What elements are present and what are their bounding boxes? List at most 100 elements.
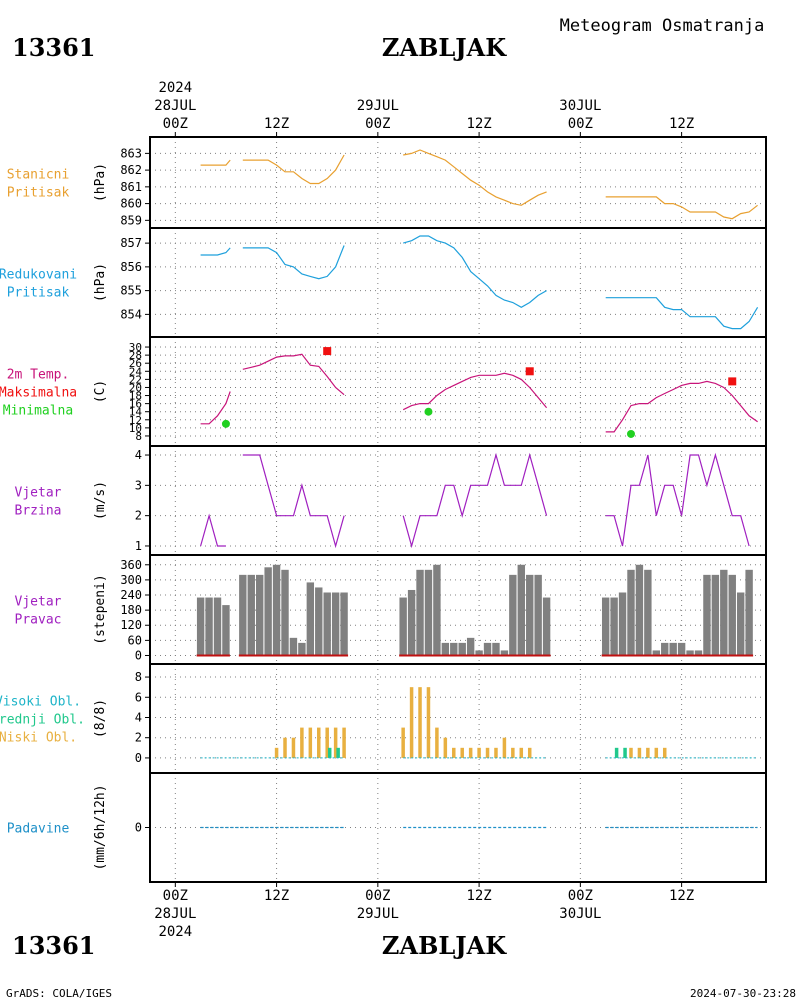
y-tick-label: 12 xyxy=(129,414,142,427)
y-tick-label: 8 xyxy=(135,430,142,443)
panel-label-line: Pravac xyxy=(15,613,62,628)
wind-direction-bar xyxy=(323,592,331,656)
low-cloud-bar xyxy=(418,687,422,758)
low-cloud-bar xyxy=(291,737,296,758)
low-cloud-bar xyxy=(646,747,650,758)
panels: 859860861862863(hPa)StanicniPritisak8548… xyxy=(0,136,767,883)
y-tick-label: 60 xyxy=(128,633,142,647)
y-tick-label: 30 xyxy=(129,341,142,354)
series-line xyxy=(402,372,548,411)
low-cloud-bar xyxy=(654,747,659,758)
wind-direction-bar xyxy=(205,597,213,656)
wind-direction-bar xyxy=(745,569,753,656)
min-temp-marker xyxy=(424,407,433,416)
series-line xyxy=(242,245,345,280)
wind-direction-bar xyxy=(272,564,281,656)
low-cloud-bar xyxy=(477,747,481,758)
low-cloud-bar xyxy=(274,747,279,758)
wind-direction-bar xyxy=(247,574,255,656)
top-day-label: 30JUL xyxy=(559,98,601,114)
series-line xyxy=(200,159,231,166)
y-tick-label: 2 xyxy=(135,509,142,523)
low-cloud-bar xyxy=(409,687,414,758)
top-hour-label: 12Z xyxy=(466,116,491,132)
wind-direction-bar xyxy=(264,567,272,656)
low-cloud-bar xyxy=(460,747,464,758)
y-tick-label: 3 xyxy=(135,478,142,492)
wind-direction-bar xyxy=(340,592,348,656)
low-cloud-bar xyxy=(502,737,507,758)
wind-direction-bar xyxy=(416,569,424,656)
wind-direction-bar xyxy=(298,642,306,656)
wind-direction-bar xyxy=(433,564,441,656)
low-cloud-bar xyxy=(401,727,405,758)
bottom-year-label: 2024 xyxy=(158,924,192,940)
low-cloud-bar xyxy=(308,727,313,758)
y-axis-label: (hPa) xyxy=(93,263,108,302)
low-cloud-bar xyxy=(494,747,498,758)
y-tick-label: 861 xyxy=(120,180,142,194)
y-tick-label: 862 xyxy=(120,163,142,177)
y-axis-label: (8/8) xyxy=(93,699,108,738)
series-line xyxy=(605,196,758,220)
wind-direction-bar xyxy=(703,574,711,656)
wind-direction-bar xyxy=(669,642,677,656)
wind-direction-bar xyxy=(686,650,694,656)
wind-direction-bar xyxy=(255,574,264,656)
wind-direction-bar xyxy=(661,642,669,656)
low-cloud-bar xyxy=(468,747,473,758)
y-tick-label: 10 xyxy=(129,422,142,435)
bottom-hour-label: 12Z xyxy=(669,888,694,904)
panel-frame xyxy=(149,772,767,883)
panel-label-line: Maksimalna xyxy=(0,386,77,401)
wind-direction-bar xyxy=(196,597,205,656)
y-tick-label: 855 xyxy=(120,284,142,298)
y-tick-label: 26 xyxy=(129,357,142,370)
top-hour-label: 00Z xyxy=(568,116,593,132)
panel-station-pressure: 859 860 861 862 863 (hPa) Stanicni Pritisak xyxy=(7,136,767,229)
series-line xyxy=(200,513,226,547)
y-tick-label: 1 xyxy=(135,539,142,553)
low-cloud-bar xyxy=(443,737,448,758)
y-tick-label: 4 xyxy=(135,710,142,724)
y-axis-label: (hPa) xyxy=(93,163,108,202)
y-tick-label: 2 xyxy=(135,731,142,745)
series-line xyxy=(605,452,750,547)
wind-direction-bar xyxy=(694,650,703,656)
y-axis-label: (stepeni) xyxy=(93,574,108,644)
mid-cloud-bar xyxy=(336,747,340,758)
panel-label-line: Srednji Obl. xyxy=(0,713,85,728)
wind-direction-bar xyxy=(635,564,644,656)
y-tick-label: 4 xyxy=(135,448,142,462)
mid-cloud-bar xyxy=(327,747,332,758)
bottom-hour-label: 00Z xyxy=(163,888,188,904)
low-cloud-bar xyxy=(662,747,667,758)
station-name-bottom: ZABLJAK xyxy=(382,931,507,960)
wind-direction-bar xyxy=(534,574,542,656)
product-title: Meteogram Osmatranja xyxy=(560,16,765,36)
wind-direction-bar xyxy=(306,582,315,656)
panel-frame xyxy=(149,227,767,338)
y-tick-label: 0 xyxy=(135,821,142,835)
min-temp-marker xyxy=(221,419,230,428)
bottom-day-label: 29JUL xyxy=(357,906,399,922)
y-axis-label: (C) xyxy=(93,380,108,403)
max-temp-marker xyxy=(728,377,737,386)
wind-direction-bar xyxy=(618,592,627,656)
low-cloud-bar xyxy=(426,687,431,758)
y-tick-label: 28 xyxy=(129,349,142,362)
y-tick-label: 22 xyxy=(129,373,142,386)
wind-direction-bar xyxy=(711,574,720,656)
panel-label-line: Vjetar xyxy=(15,486,62,501)
wind-direction-bar xyxy=(728,574,736,656)
low-cloud-bar xyxy=(283,737,287,758)
y-tick-label: 860 xyxy=(120,197,142,211)
wind-direction-bar xyxy=(399,597,407,656)
low-cloud-bar xyxy=(325,727,329,758)
wind-direction-bar xyxy=(407,589,416,656)
y-tick-label: 0 xyxy=(135,751,142,765)
low-cloud-bar xyxy=(342,727,346,758)
low-cloud-bar xyxy=(333,727,338,758)
bottom-hour-label: 00Z xyxy=(365,888,390,904)
